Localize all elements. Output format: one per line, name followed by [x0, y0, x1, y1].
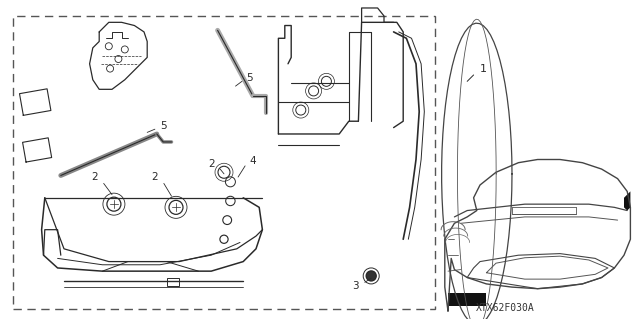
Text: XTX62F030A: XTX62F030A: [476, 303, 535, 313]
Bar: [13, 16, 435, 309]
Text: 1: 1: [480, 63, 486, 74]
Text: 2: 2: [92, 172, 98, 182]
FancyBboxPatch shape: [448, 293, 486, 306]
Bar: [167, 278, 179, 286]
Text: 2: 2: [208, 159, 214, 169]
Text: 3: 3: [352, 280, 358, 291]
Text: 5: 5: [160, 121, 166, 131]
Circle shape: [366, 271, 376, 281]
Text: 2: 2: [152, 172, 158, 182]
Polygon shape: [624, 191, 630, 211]
Text: 4: 4: [250, 156, 256, 166]
Text: 5: 5: [246, 73, 253, 83]
